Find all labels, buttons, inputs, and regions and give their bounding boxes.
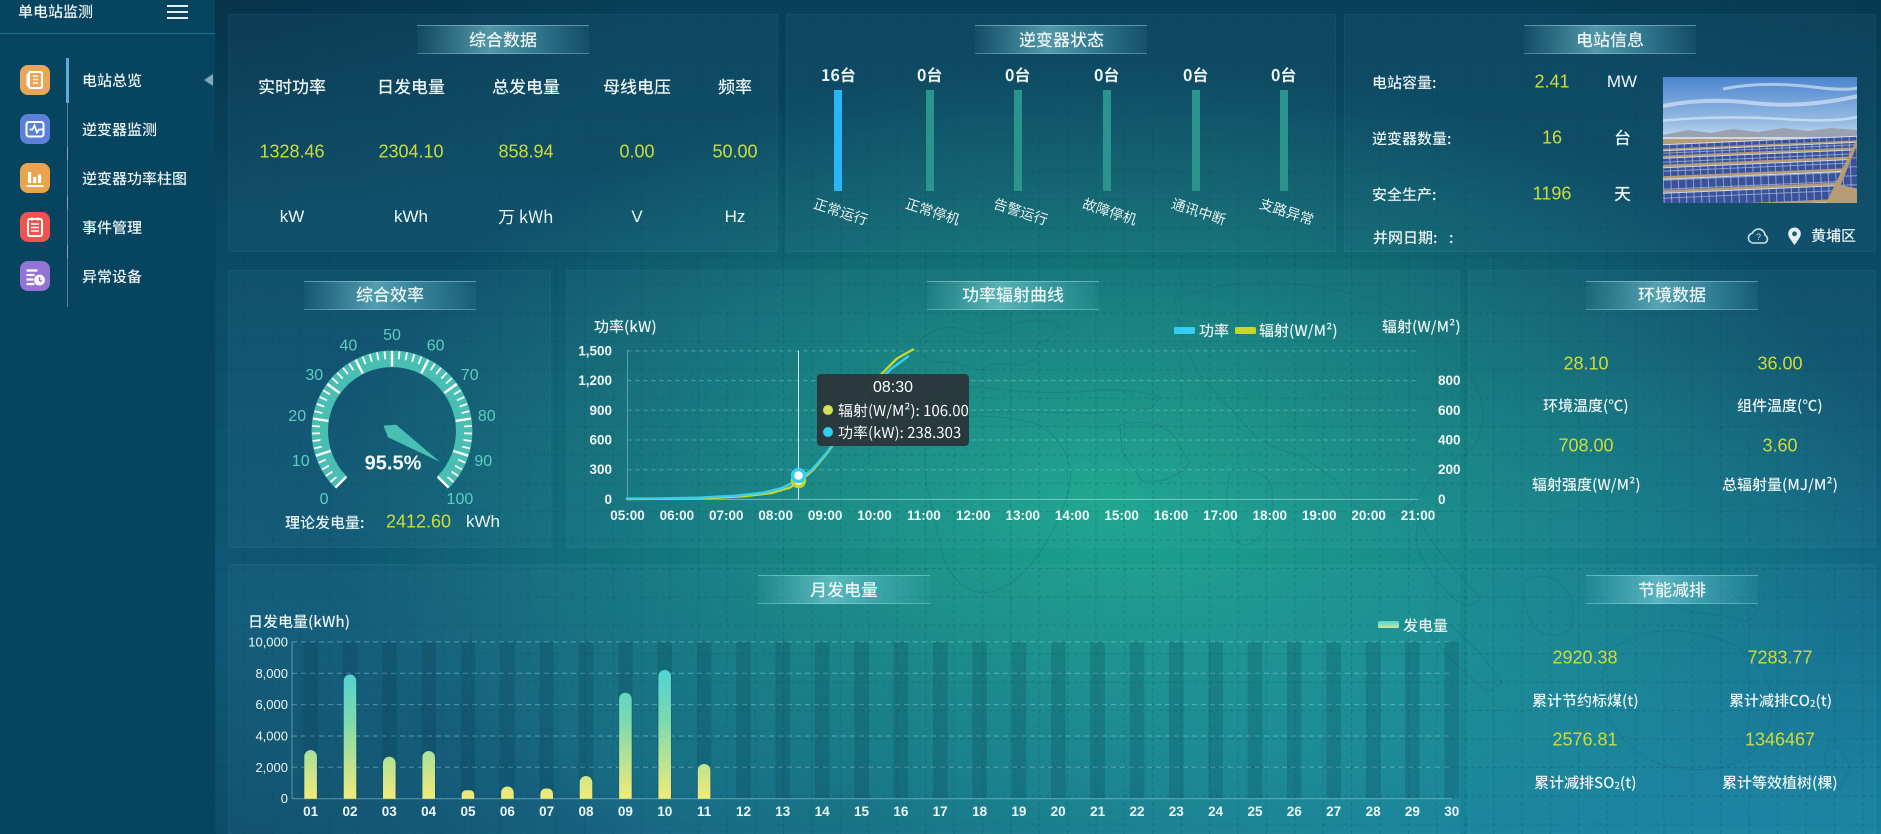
svg-text:14:00: 14:00 xyxy=(1055,508,1090,523)
svg-text:1,200: 1,200 xyxy=(578,373,612,388)
svg-text:01: 01 xyxy=(303,804,319,819)
svg-text:6,000: 6,000 xyxy=(255,697,288,712)
svg-text:23: 23 xyxy=(1169,804,1185,819)
svg-text:29: 29 xyxy=(1405,804,1420,819)
svg-text:28: 28 xyxy=(1366,804,1382,819)
svg-text:06:00: 06:00 xyxy=(660,508,695,523)
svg-text:08:00: 08:00 xyxy=(758,508,793,523)
svg-text:600: 600 xyxy=(589,433,612,448)
svg-text:15: 15 xyxy=(854,804,870,819)
svg-text:20:00: 20:00 xyxy=(1351,508,1386,523)
svg-text:17: 17 xyxy=(933,804,948,819)
svg-text:80: 80 xyxy=(478,408,496,425)
svg-text:03: 03 xyxy=(382,804,398,819)
svg-text:100: 100 xyxy=(447,491,474,508)
svg-text:18: 18 xyxy=(972,804,988,819)
svg-text:14: 14 xyxy=(815,804,831,819)
svg-text:10: 10 xyxy=(657,804,672,819)
svg-text:40: 40 xyxy=(340,338,358,355)
svg-text:10,000: 10,000 xyxy=(248,634,288,649)
svg-text:20: 20 xyxy=(288,408,306,425)
svg-text:05:00: 05:00 xyxy=(610,508,645,523)
svg-text:20: 20 xyxy=(1051,804,1066,819)
svg-text:90: 90 xyxy=(474,453,492,470)
svg-text:16:00: 16:00 xyxy=(1154,508,1189,523)
svg-text:0: 0 xyxy=(281,791,288,806)
svg-text:09:00: 09:00 xyxy=(808,508,843,523)
svg-text:15:00: 15:00 xyxy=(1104,508,1139,523)
svg-text:800: 800 xyxy=(1438,373,1460,388)
svg-text:08: 08 xyxy=(578,804,594,819)
svg-text:06: 06 xyxy=(500,804,516,819)
svg-text:?: ? xyxy=(1756,232,1761,242)
svg-text:27: 27 xyxy=(1326,804,1341,819)
svg-text:200: 200 xyxy=(1438,462,1460,477)
svg-text:600: 600 xyxy=(1438,403,1460,418)
svg-text:12: 12 xyxy=(736,804,751,819)
svg-text:10: 10 xyxy=(292,453,310,470)
svg-text:8,000: 8,000 xyxy=(255,666,288,681)
svg-text:19:00: 19:00 xyxy=(1302,508,1337,523)
svg-text:30: 30 xyxy=(305,367,323,384)
svg-text:02: 02 xyxy=(342,804,357,819)
svg-text:2,000: 2,000 xyxy=(255,760,288,775)
svg-text:07:00: 07:00 xyxy=(709,508,744,523)
svg-text:1,500: 1,500 xyxy=(578,343,612,358)
svg-text:13:00: 13:00 xyxy=(1006,508,1041,523)
svg-text:4,000: 4,000 xyxy=(255,729,288,744)
svg-text:0: 0 xyxy=(1438,492,1446,507)
svg-text:07: 07 xyxy=(539,804,554,819)
svg-text:05: 05 xyxy=(460,804,476,819)
svg-text:70: 70 xyxy=(461,367,479,384)
svg-text:900: 900 xyxy=(589,403,612,418)
svg-text:24: 24 xyxy=(1208,804,1224,819)
svg-text:21: 21 xyxy=(1090,804,1106,819)
svg-text:25: 25 xyxy=(1247,804,1263,819)
svg-text:300: 300 xyxy=(589,462,612,477)
svg-text:04: 04 xyxy=(421,804,437,819)
svg-text:12:00: 12:00 xyxy=(956,508,991,523)
svg-text:11:00: 11:00 xyxy=(907,508,941,523)
svg-text:21:00: 21:00 xyxy=(1401,508,1436,523)
svg-text:10:00: 10:00 xyxy=(857,508,892,523)
svg-text:50: 50 xyxy=(383,327,401,344)
svg-text:16: 16 xyxy=(893,804,909,819)
svg-text:0: 0 xyxy=(320,491,329,508)
svg-text:0: 0 xyxy=(604,492,612,507)
svg-text:26: 26 xyxy=(1287,804,1303,819)
svg-text:400: 400 xyxy=(1438,433,1460,448)
svg-text:18:00: 18:00 xyxy=(1253,508,1288,523)
svg-text:60: 60 xyxy=(427,338,445,355)
svg-text:19: 19 xyxy=(1011,804,1026,819)
svg-text:17:00: 17:00 xyxy=(1203,508,1238,523)
svg-text:30: 30 xyxy=(1444,804,1459,819)
svg-text:09: 09 xyxy=(618,804,633,819)
svg-text:13: 13 xyxy=(775,804,791,819)
svg-text:22: 22 xyxy=(1129,804,1144,819)
svg-text:11: 11 xyxy=(697,804,712,819)
